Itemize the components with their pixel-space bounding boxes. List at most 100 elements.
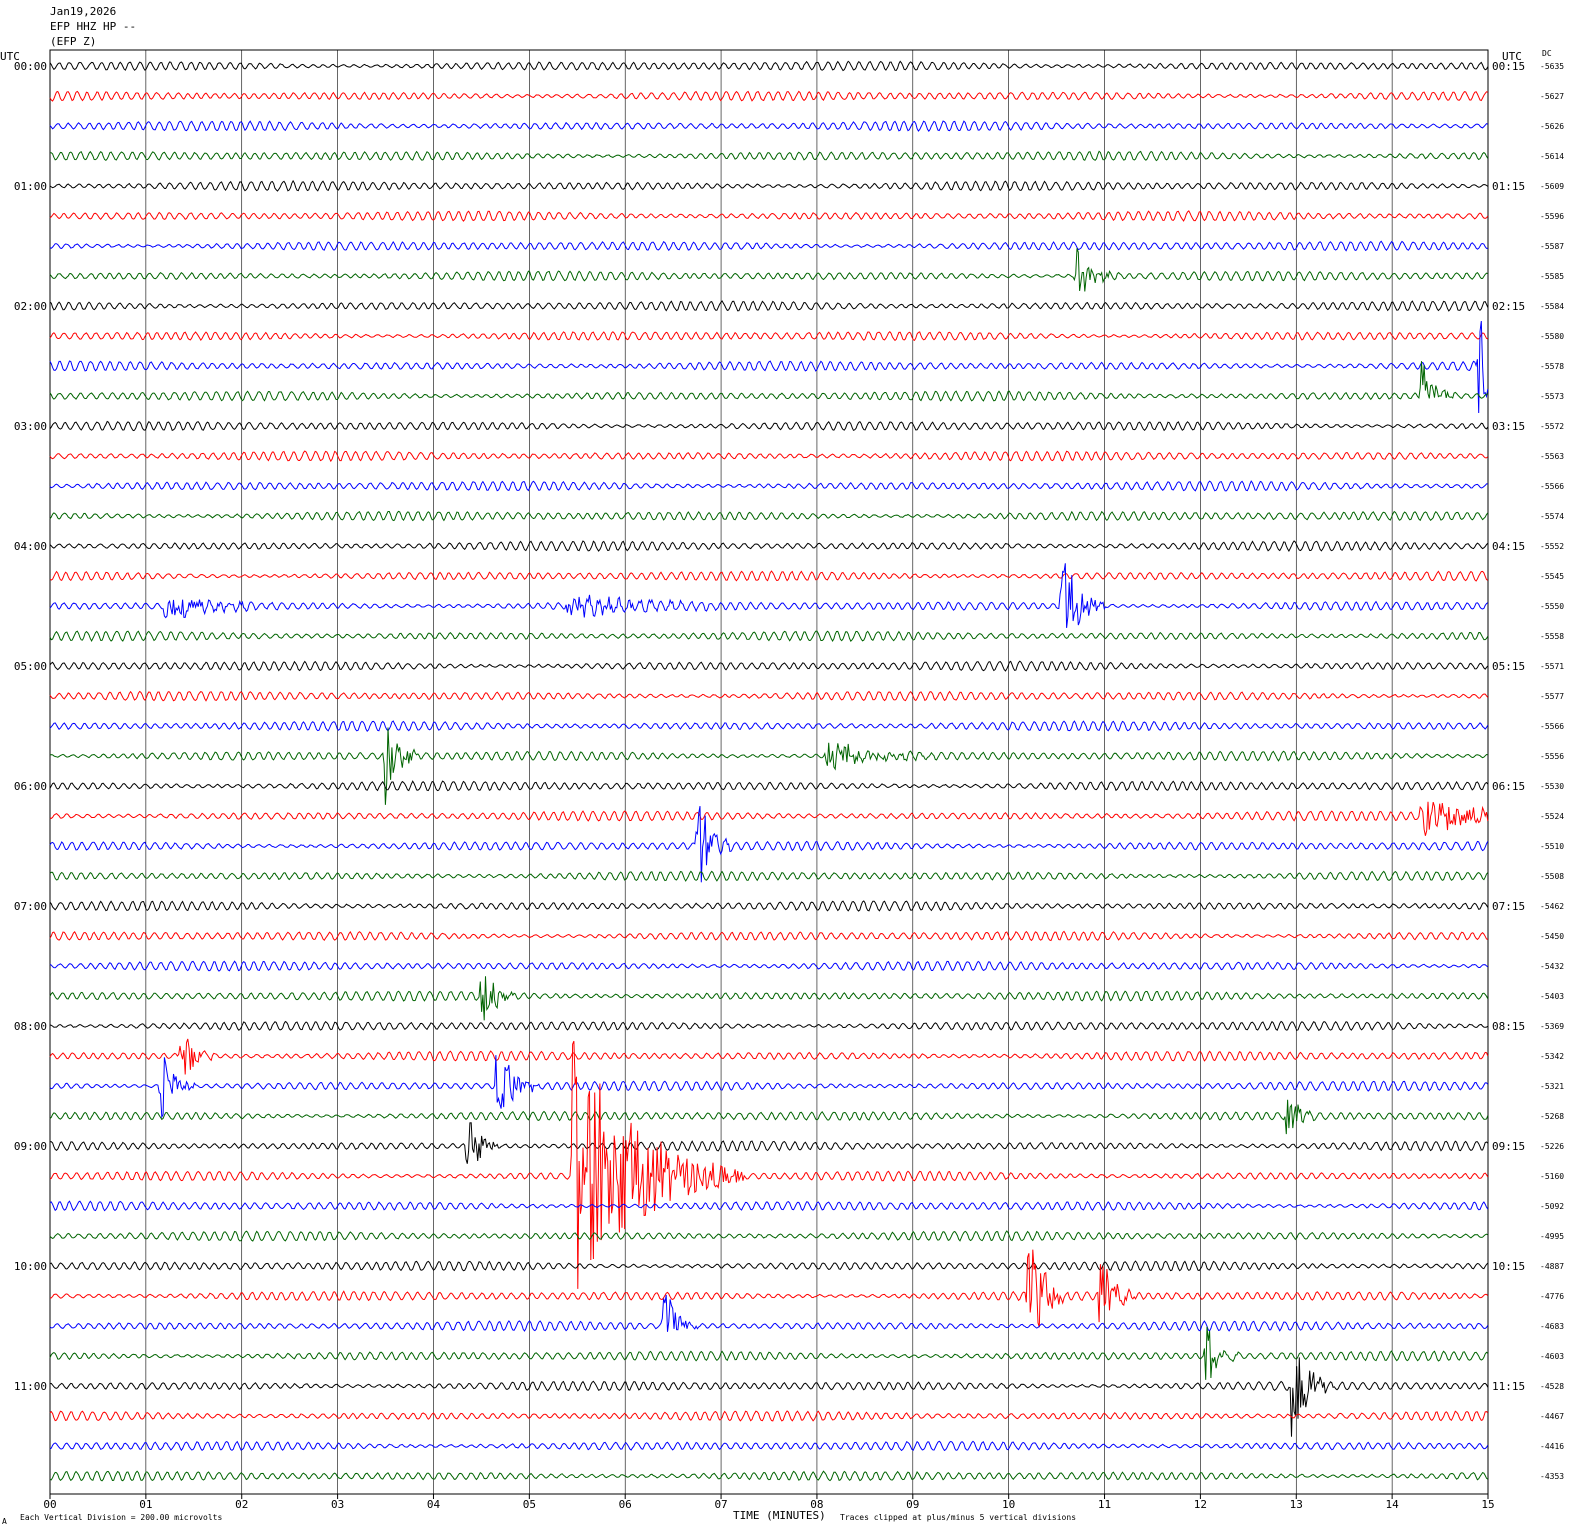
right-time-label: 01:15: [1492, 180, 1525, 193]
dc-offset-label: -5580: [1540, 332, 1564, 341]
left-time-label: 08:00: [14, 1020, 47, 1033]
dc-offset-label: -5524: [1540, 812, 1564, 821]
left-time-label: 00:00: [14, 60, 47, 73]
seismic-trace-row: [49, 660, 1489, 672]
seismic-trace-row: [49, 1249, 1489, 1328]
seismic-trace-row: [49, 330, 1488, 342]
dc-offset-label: -5572: [1540, 422, 1564, 431]
seismic-trace-row: [49, 1040, 1489, 1289]
right-time-label: 09:15: [1492, 1140, 1525, 1153]
seismic-trace-row: [49, 563, 1489, 628]
dc-offset-label: -5566: [1540, 482, 1564, 491]
dc-offset-label: -5092: [1540, 1202, 1564, 1211]
left-time-label: 01:00: [14, 180, 47, 193]
dc-offset-label: -5574: [1540, 512, 1564, 521]
seismic-trace-row: [49, 1038, 1489, 1075]
seismic-trace-row: [49, 1410, 1489, 1422]
dc-offset-label: -4416: [1540, 1442, 1564, 1451]
x-tick-label: 09: [906, 1498, 919, 1511]
x-tick-label: 01: [139, 1498, 152, 1511]
x-tick-label: 06: [619, 1498, 632, 1511]
right-time-label: 11:15: [1492, 1380, 1525, 1393]
station-label: (EFP Z): [50, 35, 97, 48]
corner-mark: A: [2, 1517, 7, 1526]
dc-offset-label: -4528: [1540, 1382, 1564, 1391]
x-tick-label: 12: [1194, 1498, 1207, 1511]
channel-label: EFP HHZ HP --: [50, 20, 137, 33]
seismic-trace-row: [49, 870, 1489, 882]
dc-offset-label: -5556: [1540, 752, 1564, 761]
dc-offset-label: -5510: [1540, 842, 1564, 851]
seismic-trace-row: [49, 420, 1489, 432]
dc-offset-label: -5571: [1540, 662, 1564, 671]
dc-offset-label: -5450: [1540, 932, 1564, 941]
x-tick-label: 14: [1386, 1498, 1400, 1511]
dc-offset-label: -5626: [1540, 122, 1564, 131]
dc-offset-label: -5566: [1540, 722, 1564, 731]
seismic-trace-row: [49, 480, 1488, 492]
dc-offset-label: -5403: [1540, 992, 1564, 1001]
left-time-label: 11:00: [14, 1380, 47, 1393]
dc-offset-label: -5369: [1540, 1022, 1564, 1031]
left-time-label: 05:00: [14, 660, 47, 673]
x-tick-label: 15: [1481, 1498, 1494, 1511]
seismic-trace-row: [49, 1230, 1489, 1242]
dc-offset-label: -5268: [1540, 1112, 1564, 1121]
x-tick-label: 13: [1290, 1498, 1303, 1511]
dc-offset-label: -5530: [1540, 782, 1564, 791]
seismic-trace-row: [49, 60, 1489, 72]
seismic-trace-row: [49, 1470, 1489, 1482]
dc-offset-label: -4776: [1540, 1292, 1564, 1301]
record-date: Jan19,2026: [50, 5, 117, 18]
left-time-label: 04:00: [14, 540, 47, 553]
seismic-trace-row: [49, 690, 1489, 702]
dc-label: DC: [1542, 49, 1552, 58]
seismic-trace-row: [49, 248, 1488, 292]
dc-offset-label: -5587: [1540, 242, 1564, 251]
dc-offset-label: -5584: [1540, 302, 1564, 311]
dc-offset-label: -5552: [1540, 542, 1564, 551]
left-time-label: 10:00: [14, 1260, 47, 1273]
dc-offset-label: -5585: [1540, 272, 1564, 281]
x-tick-label: 00: [43, 1498, 56, 1511]
dc-offset-label: -5342: [1540, 1052, 1564, 1061]
dc-offset-label: -5577: [1540, 692, 1564, 701]
seismic-trace-row: [49, 320, 1489, 414]
x-tick-label: 05: [523, 1498, 536, 1511]
dc-offset-label: -4995: [1540, 1232, 1564, 1241]
seismic-trace-row: [49, 570, 1489, 582]
dc-offset-label: -4887: [1540, 1262, 1564, 1271]
left-time-label: 02:00: [14, 300, 47, 313]
left-time-label: 03:00: [14, 420, 47, 433]
seismic-trace-row: [49, 90, 1488, 102]
dc-offset-label: -4603: [1540, 1352, 1564, 1361]
dc-offset-label: -4467: [1540, 1412, 1564, 1421]
x-tick-label: 03: [331, 1498, 344, 1511]
seismic-trace-row: [49, 1326, 1489, 1380]
x-tick-label: 10: [1002, 1498, 1015, 1511]
seismic-trace-row: [49, 900, 1489, 912]
dc-offset-label: -5508: [1540, 872, 1564, 881]
left-time-label: 06:00: [14, 780, 47, 793]
left-utc-label: UTC: [0, 50, 20, 63]
seismic-trace-row: [49, 510, 1489, 522]
seismic-trace-row: [49, 361, 1488, 402]
right-time-label: 04:15: [1492, 540, 1525, 553]
dc-offset-label: -5573: [1540, 392, 1564, 401]
plot-frame: [49, 49, 1489, 1495]
seismic-trace-row: [49, 1440, 1489, 1452]
dc-offset-label: -5627: [1540, 92, 1564, 101]
dc-offset-label: -5596: [1540, 212, 1564, 221]
right-time-label: 10:15: [1492, 1260, 1525, 1273]
seismic-trace-row: [49, 1294, 1489, 1332]
seismic-trace-row: [49, 1122, 1489, 1164]
dc-offset-label: -5462: [1540, 902, 1564, 911]
seismic-trace-row: [49, 720, 1489, 733]
x-axis-title: TIME (MINUTES): [733, 1509, 826, 1522]
dc-offset-label: -5558: [1540, 632, 1564, 641]
x-tick-label: 11: [1098, 1498, 1111, 1511]
left-time-label: 09:00: [14, 1140, 47, 1153]
seismic-trace-row: [49, 976, 1489, 1021]
seismic-trace-row: [49, 960, 1489, 972]
dc-offset-label: -5550: [1540, 602, 1564, 611]
